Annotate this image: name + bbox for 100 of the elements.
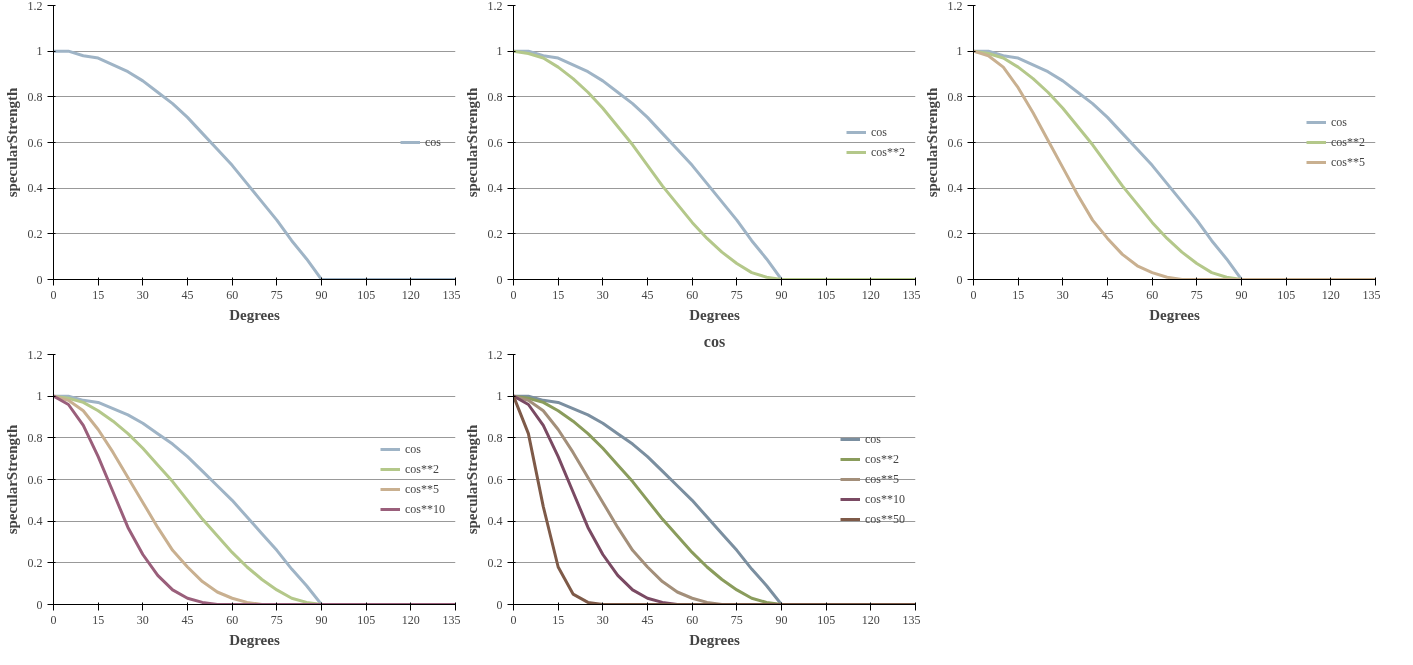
x-tick-label: 135 [442, 612, 461, 627]
y-tick-label: 1 [36, 44, 43, 59]
y-axis-title: specularStrength [463, 423, 480, 535]
legend-label: cos**10 [865, 491, 905, 507]
x-axis-title: Degrees [689, 631, 740, 648]
y-tick-label: 1.2 [487, 347, 503, 362]
legend-label: cos**2 [865, 451, 899, 467]
y-tick-label: 0.6 [27, 135, 43, 150]
x-tick-label: 75 [730, 287, 743, 302]
legend-label: cos [865, 431, 882, 447]
y-tick-label: 1.2 [947, 0, 963, 13]
x-tick-label: 45 [641, 612, 654, 627]
x-tick-label: 15 [92, 287, 105, 302]
legend-label: cos**5 [865, 471, 899, 487]
y-tick-label: 1 [36, 389, 43, 404]
legend-label: cos**10 [405, 501, 445, 517]
y-tick-label: 0.2 [487, 226, 503, 241]
x-tick-label: 90 [315, 612, 328, 627]
x-tick-label: 60 [686, 287, 699, 302]
x-tick-label: 30 [136, 612, 149, 627]
y-tick-label: 1.2 [27, 347, 43, 362]
x-tick-label: 105 [817, 287, 836, 302]
y-tick-label: 0.4 [947, 181, 963, 196]
y-axis-title: specularStrength [3, 86, 20, 198]
x-tick-label: 0 [510, 287, 517, 302]
x-tick-label: 30 [596, 612, 609, 627]
x-tick-label: 90 [315, 287, 328, 302]
x-tick-label: 0 [510, 612, 517, 627]
legend-label: cos**50 [865, 511, 905, 527]
x-tick-label: 60 [1146, 287, 1159, 302]
y-tick-label: 0.8 [487, 89, 503, 104]
legend-label: cos [1331, 114, 1348, 130]
x-tick-label: 15 [92, 612, 105, 627]
x-tick-label: 120 [861, 287, 880, 302]
y-tick-label: 1 [956, 44, 963, 59]
y-tick-label: 0.6 [947, 135, 963, 150]
x-tick-label: 75 [1190, 287, 1203, 302]
x-tick-label: 60 [226, 287, 239, 302]
chart-title: cos [703, 332, 726, 350]
x-axis-title: Degrees [229, 306, 280, 323]
legend-label: cos**2 [1331, 134, 1365, 150]
y-tick-label: 1.2 [27, 0, 43, 13]
x-tick-label: 15 [1012, 287, 1025, 302]
y-tick-label: 0.4 [487, 514, 503, 529]
x-tick-label: 90 [1235, 287, 1248, 302]
y-axis-title: specularStrength [3, 423, 20, 535]
y-tick-label: 0 [496, 597, 503, 612]
y-tick-label: 0.8 [487, 430, 503, 445]
x-tick-label: 30 [596, 287, 609, 302]
y-tick-label: 0.8 [27, 89, 43, 104]
legend-label: cos**5 [1331, 154, 1365, 170]
x-tick-label: 60 [686, 612, 699, 627]
x-axis-title: Degrees [1149, 306, 1200, 323]
y-axis-title: specularStrength [923, 86, 940, 198]
x-tick-label: 105 [357, 287, 376, 302]
x-tick-label: 120 [401, 287, 420, 302]
y-tick-label: 1 [496, 389, 503, 404]
y-tick-label: 0 [36, 272, 43, 287]
y-tick-label: 0.2 [487, 555, 503, 570]
y-tick-label: 1 [496, 44, 503, 59]
x-tick-label: 90 [775, 287, 788, 302]
y-axis-title: specularStrength [463, 86, 480, 198]
y-tick-label: 0.2 [27, 226, 43, 241]
y-tick-label: 0.4 [487, 181, 503, 196]
x-tick-label: 105 [817, 612, 836, 627]
y-tick-label: 0.6 [27, 472, 43, 487]
x-tick-label: 120 [401, 612, 420, 627]
y-tick-label: 0.8 [27, 430, 43, 445]
x-tick-label: 15 [552, 287, 565, 302]
legend-label: cos**2 [871, 144, 905, 160]
y-tick-label: 0.8 [947, 89, 963, 104]
x-tick-label: 75 [730, 612, 743, 627]
x-tick-label: 75 [270, 612, 283, 627]
y-tick-label: 0.6 [487, 135, 503, 150]
legend-label: cos**2 [405, 461, 439, 477]
legend-label: cos [425, 134, 442, 150]
x-tick-label: 0 [50, 612, 57, 627]
x-tick-label: 30 [1056, 287, 1069, 302]
y-tick-label: 0 [496, 272, 503, 287]
x-tick-label: 15 [552, 612, 565, 627]
x-tick-label: 0 [970, 287, 977, 302]
x-tick-label: 45 [181, 287, 194, 302]
x-tick-label: 135 [1362, 287, 1381, 302]
x-axis-title: Degrees [229, 631, 280, 648]
y-tick-label: 0.2 [27, 555, 43, 570]
x-tick-label: 45 [1101, 287, 1114, 302]
x-tick-label: 120 [1321, 287, 1340, 302]
x-tick-label: 105 [1277, 287, 1296, 302]
x-tick-label: 105 [357, 612, 376, 627]
x-tick-label: 135 [442, 287, 461, 302]
x-tick-label: 120 [861, 612, 880, 627]
x-tick-label: 135 [902, 612, 921, 627]
legend-label: cos**5 [405, 481, 439, 497]
x-tick-label: 75 [270, 287, 283, 302]
x-tick-label: 135 [902, 287, 921, 302]
x-tick-label: 45 [641, 287, 654, 302]
x-tick-label: 90 [775, 612, 788, 627]
x-tick-label: 0 [50, 287, 57, 302]
y-tick-label: 0.4 [27, 181, 43, 196]
x-tick-label: 45 [181, 612, 194, 627]
